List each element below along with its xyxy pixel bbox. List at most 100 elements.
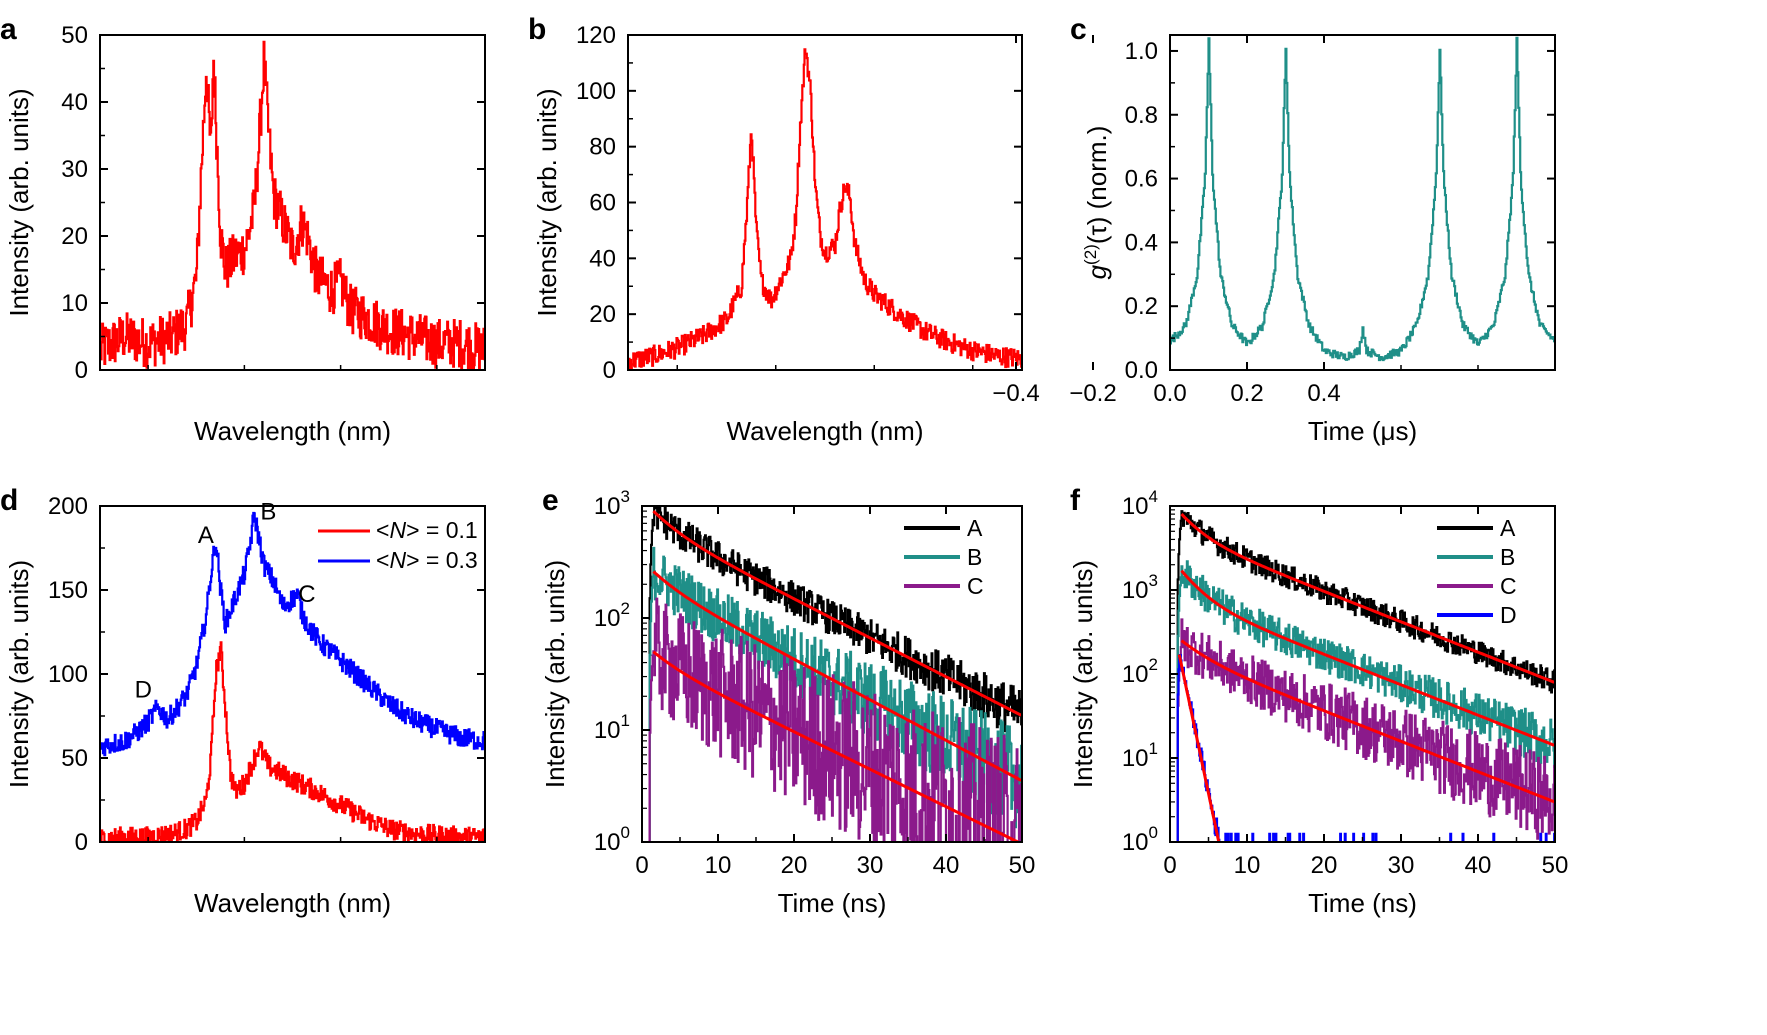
y-tick-label: 0.8 <box>1125 102 1158 129</box>
panel-letter: a <box>0 13 17 46</box>
y-tick-label: 0.6 <box>1125 166 1158 193</box>
fit-D <box>1177 654 1221 842</box>
x-tick-label: 40 <box>1465 852 1492 879</box>
y-axis-title: Intensity (arb. units) <box>532 88 562 316</box>
y-tick-label: 40 <box>589 245 616 272</box>
x-tick-label: −0.4 <box>992 380 1039 407</box>
x-axis-title: Time (ns) <box>1308 888 1417 918</box>
y-tick-label: 20 <box>61 223 88 250</box>
legend-label: C <box>967 573 984 599</box>
x-tick-label: 0.2 <box>1230 380 1263 407</box>
panel-letter: f <box>1070 484 1081 517</box>
y-tick-label: 100 <box>594 823 630 856</box>
x-tick-label: 20 <box>1311 852 1338 879</box>
peak-label: A <box>198 522 214 549</box>
y-tick-label: 102 <box>1122 655 1158 688</box>
series-spectrum-line <box>628 48 1022 370</box>
y-axis-title: Intensity (arb. units) <box>4 560 34 788</box>
legend-label: <N> = 0.1 <box>376 517 478 543</box>
plot-frame <box>1169 34 1556 371</box>
y-tick-label: 101 <box>1122 739 1158 772</box>
x-tick-label: −0.2 <box>1069 380 1116 407</box>
fit-C <box>1180 639 1555 804</box>
plot-area <box>1176 510 1555 842</box>
panel-letter: b <box>528 13 546 46</box>
y-tick-label: 120 <box>576 22 616 49</box>
y-tick-label: 0.0 <box>1125 357 1158 384</box>
y-tick-label: 80 <box>589 134 616 161</box>
y-tick-label: 0.2 <box>1125 293 1158 320</box>
peak-label: C <box>298 581 315 608</box>
peak-label: D <box>135 677 152 704</box>
panel-f: 0 10 20 30 40 50 100 101 102 103 104 Time (ns) Inten… <box>1068 484 1568 918</box>
y-tick-label: 10 <box>61 290 88 317</box>
y-tick-label: 0 <box>75 829 88 856</box>
series-spectrum-line <box>100 40 485 370</box>
panel-e: 0 10 20 30 40 50 100 101 102 103 Time (ns) Intensit… <box>540 484 1035 918</box>
y-axis-title: Intensity (arb. units) <box>1068 560 1098 788</box>
y-tick-label: 30 <box>61 156 88 183</box>
x-axis-title: Wavelength (nm) <box>727 416 924 446</box>
y-tick-label: 150 <box>48 577 88 604</box>
plot-frame <box>627 34 1023 371</box>
y-axis-title: Intensity (arb. units) <box>4 88 34 316</box>
fit-A <box>652 510 1022 717</box>
x-axis-title: Wavelength (nm) <box>194 888 391 918</box>
series-B-decay <box>1176 560 1555 842</box>
series-g2-line <box>1170 36 1555 362</box>
x-tick-label: 0.4 <box>1307 380 1340 407</box>
y-tick-label: 100 <box>576 78 616 105</box>
panel-letter: d <box>0 484 18 517</box>
legend-label: B <box>967 544 982 570</box>
x-tick-label: 30 <box>857 852 884 879</box>
y-axis-title: Intensity (arb. units) <box>540 560 570 788</box>
y-axis-title: g(2)(τ) (norm.) <box>1081 126 1112 280</box>
x-tick-label: 10 <box>1234 852 1261 879</box>
x-axis-title: Wavelength (nm) <box>194 416 391 446</box>
y-tick-label: 0.4 <box>1125 229 1158 256</box>
panel-letter: e <box>542 484 559 517</box>
panel-d: 580600620640660050100150200Wavelength (n… <box>0 484 486 918</box>
series-N-0-3-line <box>100 511 485 757</box>
y-tick-label: 50 <box>61 22 88 49</box>
y-tick-label: 1.0 <box>1125 38 1158 65</box>
legend-label: <N> = 0.3 <box>376 547 478 573</box>
peak-label: B <box>260 498 276 525</box>
panel-b: 580600620640660020406080100120Wavelength… <box>528 13 1023 446</box>
y-tick-label: 104 <box>1122 487 1158 520</box>
y-tick-label: 103 <box>1122 571 1158 604</box>
fit-B <box>1180 569 1555 747</box>
y-tick-label: 101 <box>594 711 630 744</box>
legend-label: B <box>1500 544 1515 570</box>
plot-area <box>100 40 485 370</box>
panel-a: 58060062064066001020304050Wavelength (nm… <box>0 13 486 446</box>
plot-area <box>100 511 485 842</box>
fit-A <box>1180 513 1555 684</box>
x-tick-label: 10 <box>705 852 732 879</box>
legend-label: D <box>1500 602 1517 628</box>
y-tick-label: 100 <box>1122 823 1158 856</box>
x-tick-label: 50 <box>1542 852 1569 879</box>
legend-label: C <box>1500 573 1517 599</box>
y-tick-label: 0 <box>603 357 616 384</box>
legend-label: A <box>967 515 983 541</box>
plot-area <box>648 506 1022 842</box>
x-tick-label: 20 <box>781 852 808 879</box>
y-tick-label: 40 <box>61 89 88 116</box>
y-tick-label: 50 <box>61 745 88 772</box>
panel-letter: c <box>1070 13 1087 46</box>
y-tick-label: 60 <box>589 190 616 217</box>
plot-area <box>1170 36 1555 362</box>
x-axis-title: Time (ns) <box>778 888 887 918</box>
panel-c: −0.4 −0.2 0.0 0.2 0.4 0.0 0.2 0.4 0.6 0.8 1.0 Time … <box>992 13 1556 446</box>
x-tick-label: 0 <box>635 852 648 879</box>
series-C-decay <box>648 597 1022 842</box>
x-tick-label: 50 <box>1009 852 1036 879</box>
y-tick-label: 20 <box>589 301 616 328</box>
y-tick-label: 103 <box>594 487 630 520</box>
legend: <N> = 0.1 <N> = 0.3 <box>318 517 478 573</box>
series-A-decay <box>1176 510 1555 842</box>
x-tick-label: 40 <box>933 852 960 879</box>
x-tick-label: 30 <box>1388 852 1415 879</box>
